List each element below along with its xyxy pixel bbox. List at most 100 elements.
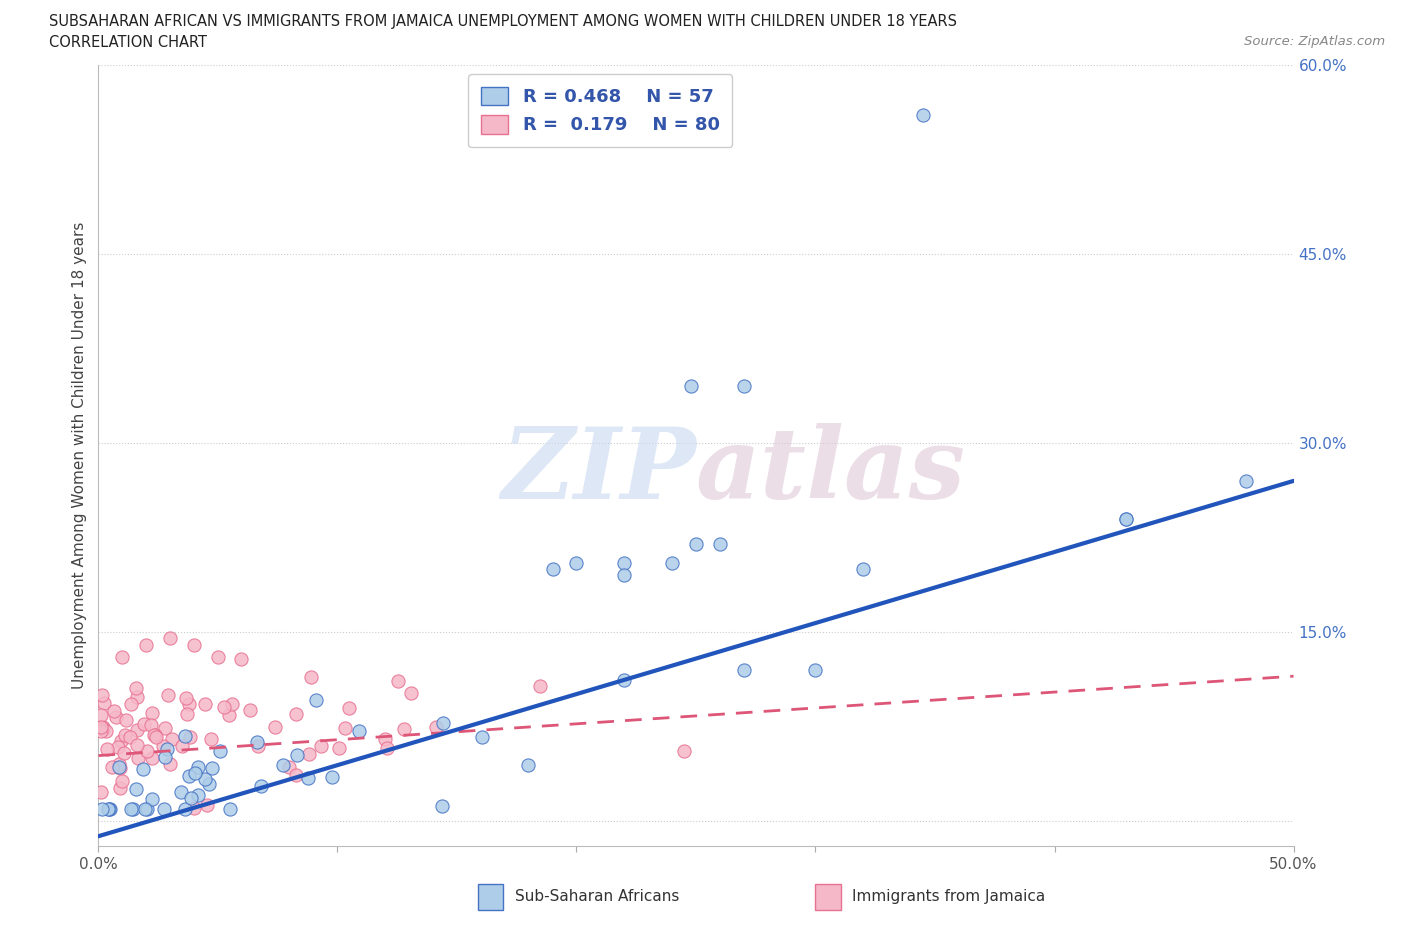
Point <box>337 701 360 716</box>
Point <box>1234 473 1257 488</box>
Point <box>209 743 232 758</box>
Text: SUBSAHARAN AFRICAN VS IMMIGRANTS FROM JAMAICA UNEMPLOYMENT AMONG WOMEN WITH CHIL: SUBSAHARAN AFRICAN VS IMMIGRANTS FROM JA… <box>49 14 957 29</box>
Point <box>195 798 218 813</box>
Point <box>328 740 350 755</box>
Point <box>91 720 114 735</box>
Point <box>96 741 118 756</box>
Point <box>392 722 415 737</box>
Point <box>661 555 683 570</box>
Point <box>284 767 307 782</box>
Point <box>141 791 163 806</box>
Point <box>207 650 229 665</box>
Point <box>432 715 454 730</box>
Point <box>1115 512 1137 526</box>
Point <box>250 778 273 793</box>
Point <box>91 688 114 703</box>
Point <box>239 702 262 717</box>
Point <box>304 693 326 708</box>
Point <box>90 784 112 799</box>
Point <box>733 662 755 677</box>
Point <box>110 734 132 749</box>
Point <box>159 631 181 645</box>
Point <box>157 687 180 702</box>
Point <box>160 731 183 746</box>
Point <box>143 727 166 742</box>
Point <box>263 720 285 735</box>
Point <box>93 696 115 711</box>
Point <box>247 739 270 754</box>
Text: CORRELATION CHART: CORRELATION CHART <box>49 35 207 50</box>
Point <box>298 747 321 762</box>
Point <box>174 728 197 743</box>
Point <box>120 801 142 816</box>
Point <box>387 674 409 689</box>
Point <box>218 708 240 723</box>
Point <box>159 756 181 771</box>
Point <box>212 700 235 715</box>
Point <box>111 650 134 665</box>
Point <box>110 761 132 776</box>
Point <box>98 801 121 816</box>
Point <box>134 801 156 816</box>
Point <box>139 718 162 733</box>
Point <box>349 724 371 738</box>
Text: atlas: atlas <box>696 423 966 520</box>
Point <box>108 757 131 772</box>
Point <box>529 679 551 694</box>
Point <box>297 770 319 785</box>
Point <box>271 758 294 773</box>
Text: ZIP: ZIP <box>501 423 696 520</box>
Point <box>103 703 125 718</box>
Point <box>127 751 149 765</box>
Point <box>125 781 148 796</box>
Point <box>201 761 224 776</box>
Legend: R = 0.468    N = 57, R =  0.179    N = 80: R = 0.468 N = 57, R = 0.179 N = 80 <box>468 74 733 147</box>
Point <box>287 748 309 763</box>
Point <box>101 760 124 775</box>
Point <box>152 738 174 753</box>
Y-axis label: Unemployment Among Women with Children Under 18 years: Unemployment Among Women with Children U… <box>72 222 87 689</box>
Point <box>180 790 202 805</box>
Point <box>198 777 221 792</box>
Point <box>432 799 454 814</box>
Point <box>145 729 167 744</box>
Point <box>733 379 755 393</box>
Text: Immigrants from Jamaica: Immigrants from Jamaica <box>852 889 1045 904</box>
Point <box>374 732 396 747</box>
Point <box>685 537 707 551</box>
Point <box>613 555 636 570</box>
Text: Source: ZipAtlas.com: Source: ZipAtlas.com <box>1244 35 1385 48</box>
Point <box>176 691 198 706</box>
Point <box>127 723 149 737</box>
Point <box>187 759 209 774</box>
Point <box>709 537 731 551</box>
Point <box>136 801 159 816</box>
Point <box>135 744 157 759</box>
Point <box>152 801 174 816</box>
Point <box>375 741 398 756</box>
Point <box>90 720 112 735</box>
Point <box>121 801 143 816</box>
Point <box>179 697 201 711</box>
Point <box>804 662 827 677</box>
Point <box>114 727 136 742</box>
Point <box>104 710 127 724</box>
Point <box>108 781 131 796</box>
Point <box>425 720 447 735</box>
Point <box>108 760 131 775</box>
Point <box>120 729 142 744</box>
Point <box>90 724 112 738</box>
Point <box>278 760 301 775</box>
Point <box>141 751 163 765</box>
Point <box>200 731 222 746</box>
Point <box>155 749 177 764</box>
Point <box>90 708 112 723</box>
Point <box>97 801 120 816</box>
Point <box>98 801 121 816</box>
Point <box>399 685 422 700</box>
Point <box>311 738 333 753</box>
Point <box>681 379 703 393</box>
Point <box>517 757 540 772</box>
Point <box>96 724 118 738</box>
Point <box>911 108 934 123</box>
